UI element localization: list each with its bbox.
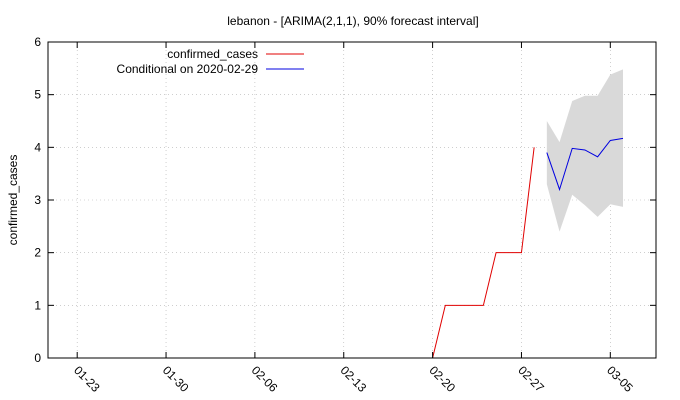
x-tick-label: 02-27 (515, 363, 547, 395)
series-line-confirmed-cases (432, 147, 535, 359)
y-tick-label: 0 (34, 351, 41, 365)
chart-title: lebanon - [ARIMA(2,1,1), 90% forecast in… (227, 14, 478, 28)
legend-label-conditional: Conditional on 2020-02-29 (117, 62, 259, 76)
legend-label-confirmed-cases: confirmed_cases (167, 47, 258, 61)
y-axis-label: confirmed_cases (6, 155, 20, 246)
y-tick-label: 2 (34, 246, 41, 260)
x-tick-label: 02-06 (249, 363, 281, 395)
x-tick-label: 01-30 (160, 363, 192, 395)
x-tick-label: 03-05 (604, 363, 636, 395)
legend: confirmed_cases Conditional on 2020-02-2… (117, 47, 304, 76)
series-lines (432, 137, 624, 359)
x-tick-label: 01-23 (71, 363, 103, 395)
x-tick-label: 02-13 (338, 363, 370, 395)
y-tick-label: 6 (34, 35, 41, 49)
y-tick-label: 4 (34, 140, 41, 154)
y-tick-label: 3 (34, 193, 41, 207)
y-tick-label: 5 (34, 88, 41, 102)
series-line-conditional (546, 137, 624, 192)
x-tick-label: 02-20 (426, 363, 458, 395)
y-tick-label: 1 (34, 298, 41, 312)
